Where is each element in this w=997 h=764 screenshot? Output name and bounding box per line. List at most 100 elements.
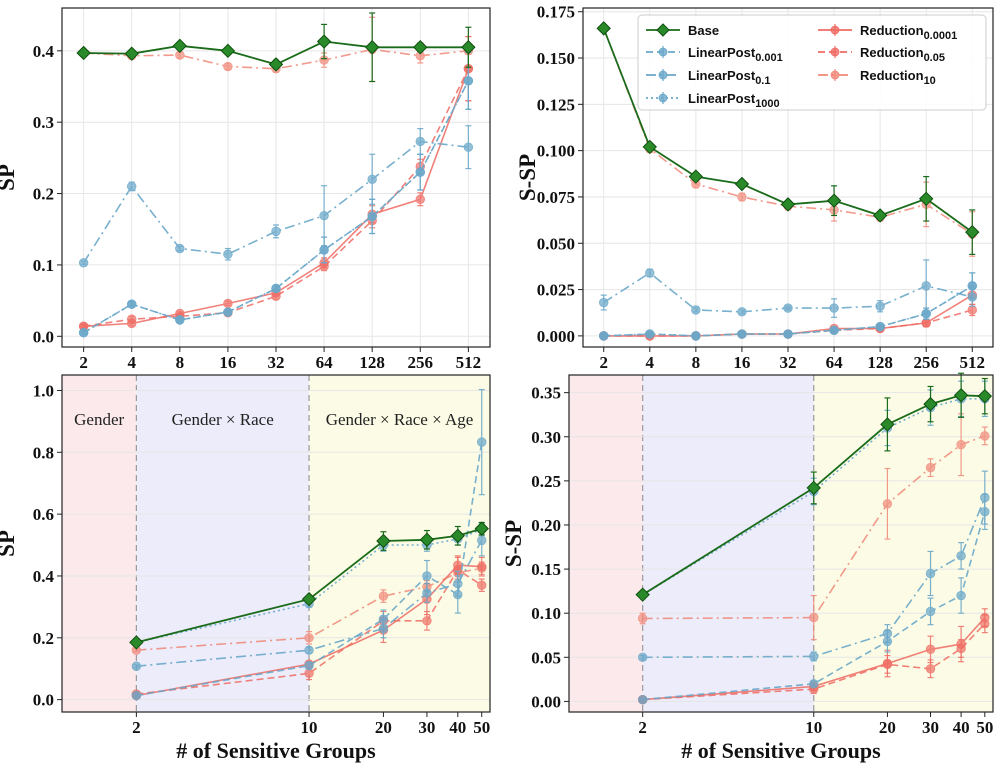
x-tick-label: 20 xyxy=(375,718,392,737)
y-tick-label: 0.175 xyxy=(537,3,575,22)
data-point xyxy=(645,329,655,339)
data-point xyxy=(809,651,819,662)
region-0 xyxy=(62,375,137,712)
data-point xyxy=(829,303,839,313)
legend-entry-Base: Base xyxy=(646,23,719,38)
data-point xyxy=(223,61,233,72)
x-tick-label: 4 xyxy=(127,353,136,372)
y-tick-label: 0.10 xyxy=(531,604,561,623)
series-Base xyxy=(596,21,980,255)
data-point xyxy=(977,388,993,404)
series-LinearPost_0.001 xyxy=(131,388,487,701)
data-point xyxy=(956,639,966,649)
region-label: Gender × Race xyxy=(172,410,274,429)
data-point xyxy=(127,299,137,309)
data-point xyxy=(76,45,91,61)
data-point xyxy=(691,305,701,315)
x-tick-label: 40 xyxy=(449,718,466,737)
series-line xyxy=(136,568,483,695)
series-line xyxy=(82,140,469,264)
data-point xyxy=(956,551,966,561)
data-point xyxy=(413,40,428,55)
data-point xyxy=(172,38,188,54)
data-point xyxy=(921,318,931,328)
series-Base xyxy=(76,12,476,83)
series-line xyxy=(642,497,986,659)
axes-frame xyxy=(582,7,994,348)
y-tick-label: 0.8 xyxy=(33,443,54,462)
data-point xyxy=(882,658,893,669)
data-point xyxy=(921,281,931,291)
legend-entry-Reduction_0.0001: Reduction0.0001 xyxy=(818,23,957,42)
data-point xyxy=(980,612,990,623)
x-tick-label: 40 xyxy=(953,718,970,737)
data-point xyxy=(453,589,463,600)
axes-frame xyxy=(61,374,491,713)
legend: BaseLinearPost0.001LinearPost0.1LinearPo… xyxy=(637,14,987,111)
x-axis-label: # of Sensitive Groups xyxy=(681,738,881,763)
series-line xyxy=(136,540,483,667)
y-tick-label: 0.050 xyxy=(537,234,575,253)
data-point xyxy=(131,661,142,671)
x-tick-label: 4 xyxy=(646,353,655,372)
legend-label: LinearPost0.1 xyxy=(688,68,770,87)
y-tick-label: 0.6 xyxy=(33,505,54,524)
x-tick-label: 256 xyxy=(913,353,939,372)
x-tick-label: 16 xyxy=(733,353,750,372)
axes-frame xyxy=(61,7,491,348)
data-point xyxy=(124,46,139,61)
x-tick-label: 2 xyxy=(638,718,647,737)
data-point xyxy=(809,679,819,689)
data-point xyxy=(967,305,977,315)
data-point xyxy=(316,34,332,49)
series-Reduction_10 xyxy=(637,413,990,641)
data-point xyxy=(875,301,885,311)
y-tick-label: 0.4 xyxy=(33,567,55,586)
legend-label: Reduction10 xyxy=(860,68,936,87)
data-point xyxy=(378,614,389,624)
data-point xyxy=(953,388,969,403)
series-line xyxy=(83,80,470,334)
data-point xyxy=(645,268,655,278)
data-point xyxy=(642,139,658,155)
series-line xyxy=(83,68,470,328)
data-point xyxy=(882,499,893,509)
data-point xyxy=(737,307,747,317)
series-line xyxy=(642,511,986,701)
series-line xyxy=(136,441,483,697)
data-point xyxy=(875,321,885,332)
data-point xyxy=(783,329,793,339)
y-tick-label: 0.05 xyxy=(531,648,561,667)
data-point xyxy=(635,587,650,602)
data-point xyxy=(461,40,476,55)
data-point xyxy=(925,644,936,655)
data-point xyxy=(271,283,281,294)
y-tick-label: 0.125 xyxy=(537,95,575,114)
legend-entry-Reduction_10: Reduction10 xyxy=(818,68,936,87)
data-point xyxy=(918,191,934,207)
data-point xyxy=(923,396,938,412)
data-point xyxy=(872,208,888,223)
legend-swatch-marker xyxy=(830,70,840,80)
region-1 xyxy=(642,375,814,712)
data-point xyxy=(319,245,329,255)
legend-label-base: Base xyxy=(688,23,719,38)
data-point xyxy=(737,192,747,202)
y-tick-label: 0.000 xyxy=(537,327,575,346)
data-point xyxy=(220,43,236,59)
data-point xyxy=(956,590,966,601)
data-point xyxy=(304,668,314,679)
data-point xyxy=(304,645,314,655)
data-point xyxy=(415,167,425,177)
x-tick-label: 50 xyxy=(473,718,490,737)
legend-swatch-marker xyxy=(830,47,840,57)
data-point xyxy=(783,303,793,313)
y-tick-label: 0.0 xyxy=(33,691,54,710)
data-point xyxy=(175,315,185,325)
data-point xyxy=(882,636,893,647)
region-2 xyxy=(813,375,993,712)
legend-swatch-marker xyxy=(658,70,668,80)
x-tick-label: 256 xyxy=(408,353,434,372)
legend-label-base: Reduction xyxy=(860,68,924,83)
x-tick-label: 8 xyxy=(176,353,185,372)
